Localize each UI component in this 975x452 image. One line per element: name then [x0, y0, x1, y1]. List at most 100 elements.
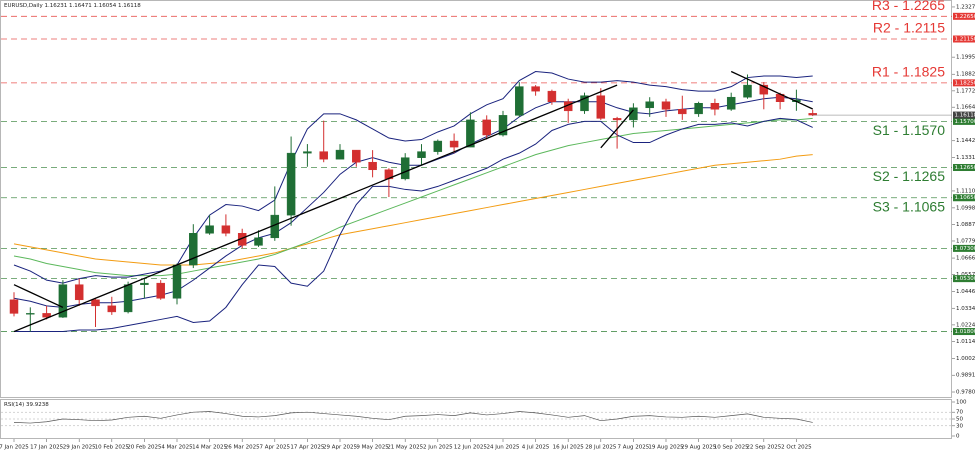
candle-body: [449, 140, 459, 148]
level-price-label: 1.15700: [955, 119, 975, 125]
x-tick-label: 19 Aug 2025: [648, 445, 684, 451]
level-label: R3 - 1.2265: [872, 0, 945, 13]
y-tick-label: 1.07790: [956, 238, 975, 244]
last-low: 1.16054: [94, 3, 117, 9]
candle-body: [531, 86, 540, 92]
candle-body: [580, 95, 589, 112]
level-price-label: 1.10650: [955, 195, 975, 201]
indicator-line: [13, 117, 813, 277]
candle-body: [400, 157, 410, 180]
x-tick-label: 14 Mar 2025: [192, 445, 227, 451]
x-tick-label: 7 Aug 2025: [618, 445, 650, 451]
y-tick-label: 1.09980: [956, 205, 975, 211]
candle-body: [710, 103, 720, 110]
y-tick-label: 1.06660: [956, 256, 975, 262]
chart-header: EURUSD,Daily 1.16231 1.16471 1.16054 1.1…: [4, 3, 141, 9]
y-tick-label: 1.18820: [956, 72, 975, 78]
level-price-box: [953, 275, 975, 283]
candle-body: [417, 151, 426, 158]
rsi-panel: [0, 399, 952, 439]
price-panel: [0, 0, 952, 398]
level-price-box: [953, 164, 975, 172]
rsi-tick-label: 100: [956, 400, 967, 406]
indicator-line: [13, 70, 813, 284]
x-tick-label: 16 Jul 2025: [553, 445, 585, 451]
last-high: 1.16471: [69, 3, 92, 9]
current-price-box: [953, 111, 975, 119]
candle-body: [612, 118, 622, 121]
rsi-line: [13, 411, 813, 424]
last-open: 1.16231: [45, 3, 68, 9]
y-tick-label: 1.05570: [956, 272, 975, 278]
candle-body: [303, 151, 312, 154]
x-tick-label: 20 Feb 2025: [127, 445, 162, 451]
candle-body: [286, 152, 296, 216]
x-tick-label: 7 Apr 2025: [260, 445, 291, 451]
rsi-last: 39.9238: [26, 402, 49, 408]
trendline: [730, 70, 813, 110]
level-price-label: 1.12650: [955, 165, 975, 171]
x-tick-label: 26 Mar 2025: [225, 445, 260, 451]
x-tick-label: 17 Jan 2025: [30, 445, 63, 451]
x-tick-label: 4 Mar 2025: [161, 445, 193, 451]
candle-body: [42, 313, 51, 318]
x-tick-label: 29 Aug 2025: [681, 445, 717, 451]
level-label: S1 - 1.1570: [873, 122, 946, 138]
level-price-label: 1.21150: [955, 37, 975, 43]
x-tick-label: 29 Jan 2025: [63, 445, 96, 451]
level-price-label: 1.18250: [955, 80, 975, 86]
y-tick-label: 1.08870: [956, 222, 975, 228]
level-price-box: [953, 194, 975, 202]
candle-body: [678, 109, 687, 115]
level-label: S3 - 1.1065: [873, 198, 946, 214]
level-label: S2 - 1.1265: [873, 168, 946, 184]
candle-body: [368, 161, 377, 171]
candle-body: [547, 90, 557, 102]
candle-body: [335, 149, 345, 160]
last-close: 1.16118: [118, 3, 141, 9]
y-tick-label: 1.14420: [956, 138, 975, 144]
x-tick-label: 17 Apr 2025: [290, 445, 325, 451]
x-tick-label: 2 Oct 2025: [781, 445, 812, 451]
indicator-line: [13, 154, 813, 266]
candle-body: [107, 305, 117, 313]
symbol: EURUSD,Daily: [4, 3, 43, 9]
x-tick-label: 24 Jun 2025: [486, 445, 520, 451]
candle-body: [433, 140, 443, 152]
candle-body: [743, 84, 752, 98]
level-price-box: [953, 12, 975, 20]
y-tick-label: 1.13310: [956, 155, 975, 161]
candle-body: [596, 95, 606, 119]
level-price-box: [953, 35, 975, 43]
candle-body: [91, 299, 100, 307]
y-tick-label: 1.04460: [956, 289, 975, 295]
rsi-title: RSI(14): [4, 402, 24, 408]
y-tick-label: 1.02240: [956, 322, 975, 328]
x-tick-label: 2 Jun 2025: [423, 445, 453, 451]
candle-body: [759, 84, 769, 95]
candle-body: [726, 96, 736, 110]
candle-body: [694, 103, 703, 115]
trendline: [13, 84, 618, 333]
candle-body: [123, 284, 133, 313]
candle-body: [156, 282, 165, 299]
current-price-label: 1.16118: [955, 113, 975, 119]
level-label: R2 - 1.2115: [873, 20, 945, 36]
x-tick-label: 9 May 2025: [356, 445, 389, 451]
x-tick-label: 7 Jan 2025: [0, 445, 29, 451]
candle-body: [74, 284, 84, 301]
x-tick-label: 21 May 2025: [387, 445, 423, 451]
y-tick-label: 1.16640: [956, 105, 975, 111]
level-price-box: [953, 244, 975, 252]
candle-body: [661, 101, 671, 110]
candle-body: [140, 282, 149, 285]
y-tick-label: 1.17720: [956, 88, 975, 94]
y-tick-label: 1.03340: [956, 306, 975, 312]
y-tick-label: 1.11100: [956, 188, 975, 194]
y-tick-label: 0.97800: [956, 390, 975, 396]
x-tick-label: 29 Apr 2025: [323, 445, 358, 451]
level-price-label: 1.22650: [955, 14, 975, 20]
